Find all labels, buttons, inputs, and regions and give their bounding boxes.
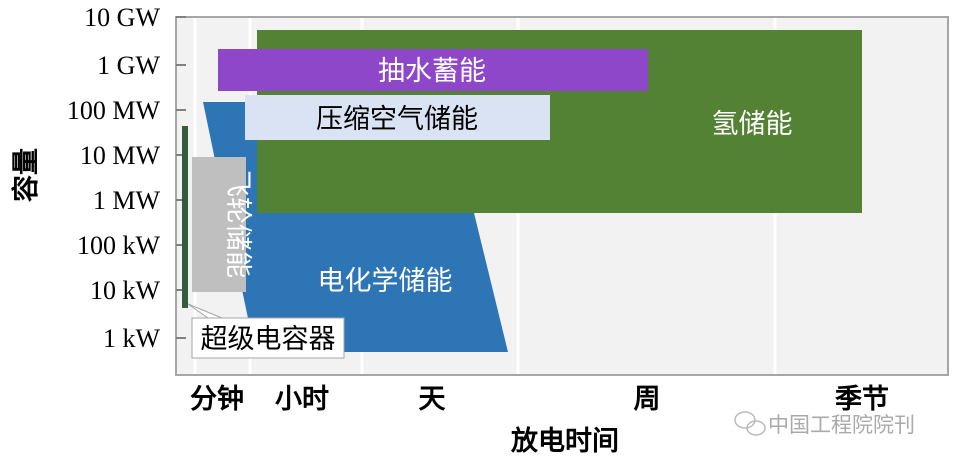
y-tick-label: 100 kW — [77, 231, 161, 260]
series-caes — [245, 95, 550, 140]
x-axis-ticks: 分钟 小时 天 周 季节 — [190, 384, 889, 415]
y-tick-label: 1 MW — [93, 186, 161, 215]
y-tick-label: 1 GW — [97, 51, 160, 80]
y-axis-ticks: 10 GW 1 GW 100 MW 10 MW 1 MW 100 kW 10 kW 1 kW — [67, 3, 186, 353]
y-tick-label: 10 kW — [90, 276, 161, 305]
callout-box — [191, 317, 345, 359]
label-electrochemical: 电化学储能 — [318, 266, 453, 297]
svg-text:中国工程院院刊: 中国工程院院刊 — [768, 413, 915, 437]
label-flywheel: 飞轮储能 — [222, 170, 253, 278]
y-tick-label: 10 GW — [84, 3, 160, 32]
x-tick-label: 小时 — [275, 384, 329, 415]
series-flywheel — [192, 157, 246, 292]
y-tick-label: 1 kW — [103, 324, 161, 353]
label-supercapacitor: 超级电容器 — [201, 324, 336, 355]
x-tick-label: 季节 — [835, 384, 889, 415]
series-supercapacitor — [182, 126, 188, 308]
y-tick-label: 100 MW — [67, 96, 161, 125]
label-pumped-hydro: 抽水蓄能 — [378, 56, 486, 87]
label-hydrogen: 氢储能 — [712, 109, 793, 140]
x-axis-title: 放电时间 — [510, 425, 619, 457]
label-caes: 压缩空气储能 — [316, 104, 478, 135]
y-tick-label: 10 MW — [80, 141, 161, 170]
x-tick-label: 天 — [419, 384, 446, 415]
series-pumped-hydro — [218, 49, 648, 91]
wechat-icon — [734, 411, 766, 436]
y-axis-title: 容量 — [10, 148, 42, 202]
watermark: 中国工程院院刊 — [734, 411, 915, 437]
x-tick-label: 周 — [634, 384, 661, 415]
series-electrochemical — [203, 102, 508, 352]
x-tick-label: 分钟 — [190, 384, 244, 415]
